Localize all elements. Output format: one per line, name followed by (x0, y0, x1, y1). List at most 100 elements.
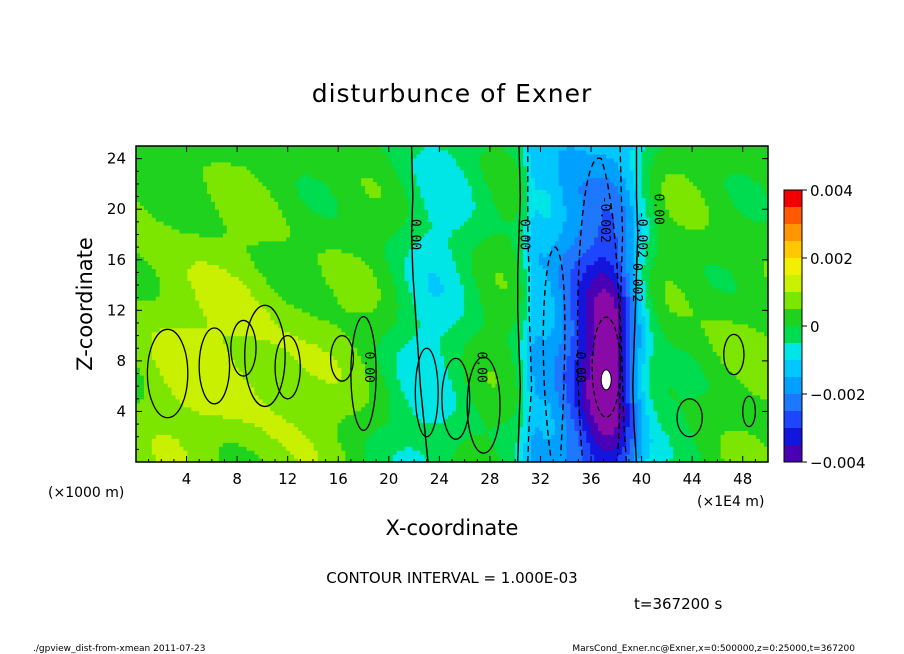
heatmap-cell (369, 300, 374, 305)
heatmap-cell (297, 201, 303, 206)
heatmap-cell (329, 390, 335, 396)
heatmap-cell (325, 414, 331, 420)
heatmap-cell (373, 276, 378, 281)
heatmap-cell (282, 410, 287, 416)
heatmap-cell (337, 217, 342, 222)
heatmap-cell (278, 458, 283, 462)
heatmap-cell (234, 398, 240, 404)
heatmap-cell (329, 394, 335, 400)
heatmap-cell (250, 367, 256, 372)
heatmap-cell (266, 256, 271, 262)
heatmap-cell (329, 386, 335, 392)
heatmap-cell (305, 205, 311, 210)
heatmap-cell (290, 331, 295, 337)
heatmap-cell (195, 323, 200, 329)
heatmap-cell (171, 406, 177, 412)
heatmap-cell (187, 165, 192, 171)
heatmap-cell (345, 458, 350, 462)
heatmap-cell (215, 327, 220, 333)
heatmap-cell (341, 347, 346, 352)
heatmap-cell (369, 390, 374, 396)
heatmap-cell (301, 209, 307, 214)
heatmap-cell (341, 458, 346, 462)
heatmap-cell (301, 422, 307, 428)
heatmap-cell (242, 201, 248, 206)
heatmap-cell (183, 276, 188, 281)
heatmap-cell (238, 386, 244, 392)
heatmap-cell (155, 454, 161, 459)
heatmap-cell (139, 288, 145, 293)
heatmap-cell (136, 311, 141, 317)
heatmap-cell (171, 394, 177, 400)
heatmap-cell (309, 189, 315, 194)
heatmap-cell (345, 292, 350, 297)
heatmap-cell (278, 284, 283, 289)
heatmap-cell (262, 276, 267, 281)
heatmap-cell (139, 335, 145, 341)
heatmap-cell (301, 197, 307, 202)
heatmap-cell (286, 331, 291, 337)
heatmap-cell (159, 240, 165, 246)
heatmap-cell (345, 371, 350, 376)
heatmap-cell (294, 165, 299, 171)
heatmap-cell (294, 181, 299, 187)
heatmap-cell (325, 248, 331, 254)
heatmap-cell (238, 236, 244, 242)
heatmap-cell (163, 406, 169, 412)
heatmap-cell (203, 442, 208, 447)
heatmap-cell (246, 300, 252, 305)
heatmap-cell (278, 307, 283, 313)
heatmap-cell (171, 454, 177, 459)
heatmap-cell (203, 414, 208, 420)
heatmap-cell (282, 434, 287, 439)
heatmap-cell (309, 414, 315, 420)
heatmap-cell (151, 410, 157, 416)
heatmap-cell (139, 236, 145, 242)
heatmap-cell (143, 327, 149, 333)
heatmap-cell (250, 355, 256, 360)
heatmap-cell (171, 359, 177, 364)
heatmap-cell (159, 351, 165, 356)
heatmap-cell (222, 209, 228, 214)
heatmap-cell (191, 371, 196, 376)
heatmap-cell (286, 359, 291, 364)
heatmap-cell (294, 323, 299, 329)
heatmap-cell (139, 177, 145, 183)
heatmap-cell (349, 454, 354, 459)
heatmap-cell (250, 438, 256, 443)
heatmap-cell (305, 418, 311, 424)
heatmap-cell (337, 383, 342, 388)
heatmap-cell (167, 422, 173, 428)
heatmap-cell (278, 244, 283, 250)
heatmap-cell (159, 256, 165, 262)
heatmap-cell (258, 177, 263, 183)
heatmap-cell (361, 248, 366, 254)
heatmap-cell (234, 307, 240, 313)
heatmap-cell (274, 146, 279, 151)
heatmap-cell (215, 339, 220, 345)
heatmap-cell (309, 173, 315, 179)
heatmap-cell (147, 161, 153, 167)
heatmap-cell (191, 375, 196, 380)
heatmap-cell (373, 311, 378, 317)
heatmap-cell (211, 221, 216, 226)
heatmap-cell (250, 323, 256, 329)
heatmap-cell (167, 228, 173, 234)
heatmap-cell (136, 319, 141, 325)
heatmap-cell (222, 355, 228, 360)
heatmap-cell (254, 351, 260, 356)
heatmap-cell (195, 438, 200, 443)
heatmap-cell (222, 343, 228, 349)
heatmap-cell (218, 315, 224, 321)
heatmap-cell (250, 292, 256, 297)
heatmap-cell (294, 232, 299, 238)
heatmap-cell (376, 430, 382, 435)
heatmap-cell (290, 225, 295, 230)
heatmap-cell (309, 256, 315, 262)
heatmap-cell (262, 390, 267, 396)
heatmap-cell (258, 209, 263, 214)
heatmap-cell (317, 276, 323, 281)
heatmap-cell (286, 260, 291, 266)
heatmap-cell (341, 264, 346, 270)
heatmap-cell (376, 288, 382, 293)
